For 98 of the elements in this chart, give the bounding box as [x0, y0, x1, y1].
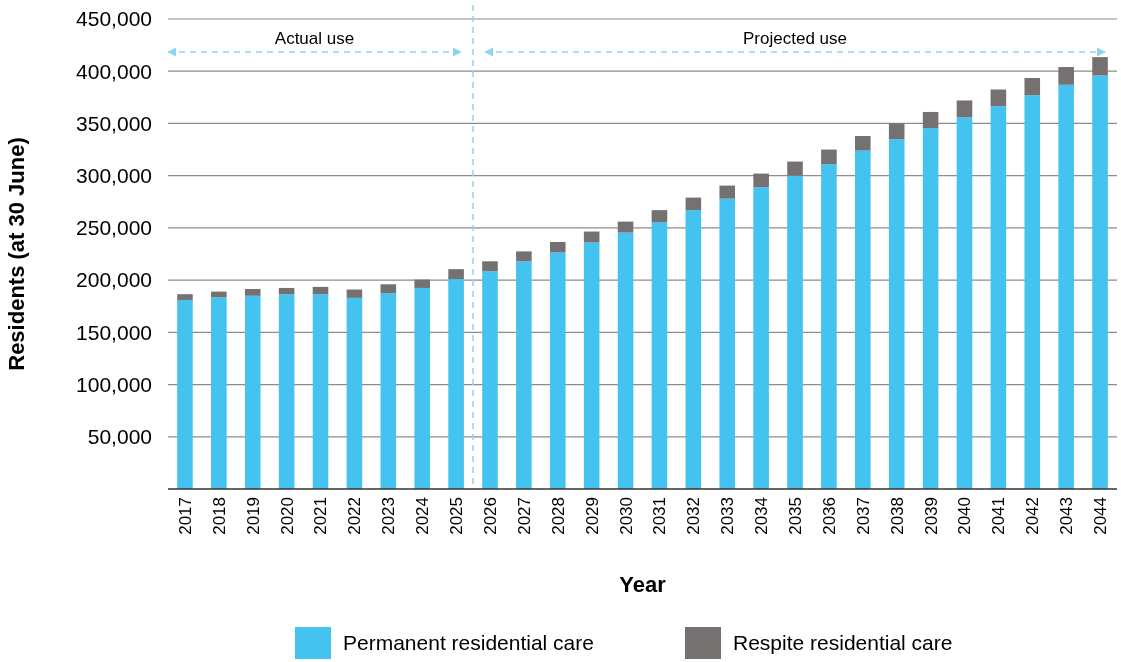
y-tick-label: 350,000 — [76, 111, 152, 135]
bar — [990, 106, 1007, 489]
x-tick-label: 2030 — [616, 497, 636, 535]
x-tick-label: 2025 — [447, 497, 467, 535]
bar — [888, 139, 905, 489]
bar — [414, 279, 430, 288]
bar — [719, 185, 736, 199]
bar — [1092, 57, 1108, 76]
y-tick-label: 400,000 — [76, 59, 152, 83]
bar — [855, 135, 871, 151]
bar — [753, 187, 769, 489]
x-tick-label: 2043 — [1057, 497, 1077, 535]
bar — [516, 251, 532, 262]
x-tick-label: 2035 — [785, 497, 805, 535]
x-tick-label: 2017 — [175, 497, 195, 535]
bar — [278, 294, 295, 489]
bar — [516, 261, 532, 489]
bar — [482, 271, 498, 489]
bar — [787, 175, 803, 489]
bar — [990, 89, 1007, 107]
bar — [312, 286, 329, 295]
bar — [888, 123, 905, 140]
x-tick-label: 2032 — [684, 497, 704, 535]
bar — [1058, 67, 1074, 85]
bar — [448, 279, 464, 489]
bar — [685, 197, 702, 211]
x-tick-label: 2039 — [921, 497, 941, 535]
y-tick-label: 250,000 — [76, 216, 152, 240]
bar — [719, 198, 736, 489]
x-tick-label: 2027 — [514, 497, 534, 535]
x-tick-label: 2024 — [413, 497, 433, 535]
y-tick-label: 100,000 — [76, 372, 152, 396]
bar — [244, 295, 261, 489]
bar — [380, 284, 397, 294]
legend-label: Permanent residential care — [343, 631, 594, 655]
bar — [448, 269, 464, 280]
annotation: Actual use — [274, 29, 355, 48]
bar — [177, 299, 193, 489]
x-tick-label: 2028 — [548, 497, 568, 535]
x-tick-label: 2042 — [1023, 497, 1043, 535]
bar — [922, 128, 939, 489]
bar — [617, 232, 634, 489]
x-tick-label: 2034 — [752, 497, 772, 535]
x-tick-label: 2020 — [277, 497, 297, 535]
bar — [1058, 84, 1074, 489]
bar — [821, 149, 837, 165]
x-tick-label: 2038 — [887, 497, 907, 535]
x-tick-label: 2031 — [650, 497, 670, 535]
x-tick-label: 2033 — [718, 497, 738, 535]
bar — [956, 100, 973, 118]
bar — [278, 287, 295, 295]
x-tick-label: 2036 — [819, 497, 839, 535]
y-tick-label: 450,000 — [76, 7, 152, 31]
bar — [244, 288, 261, 296]
bar — [482, 261, 498, 272]
bar — [312, 294, 329, 489]
bar — [549, 241, 566, 253]
x-tick-label: 2022 — [345, 497, 365, 535]
bar — [414, 287, 430, 489]
bar — [211, 297, 227, 489]
bar — [346, 289, 363, 298]
x-tick-label: 2021 — [311, 497, 331, 535]
y-tick-label: 150,000 — [76, 320, 152, 344]
bar — [956, 117, 973, 489]
legend-label: Respite residential care — [733, 631, 953, 655]
x-tick-label: 2018 — [209, 497, 229, 535]
x-tick-label: 2040 — [955, 497, 975, 535]
x-tick-label: 2023 — [379, 497, 399, 535]
x-tick-label: 2019 — [243, 497, 263, 535]
bar — [753, 173, 769, 188]
x-tick-label: 2044 — [1091, 497, 1110, 535]
bar — [1024, 78, 1041, 96]
x-tick-label: 2041 — [989, 497, 1009, 535]
bar — [583, 231, 600, 243]
bar — [617, 221, 634, 233]
bar — [549, 252, 566, 489]
x-tick-label: 2037 — [853, 497, 873, 535]
annotation: Projected use — [743, 29, 847, 48]
bar — [380, 293, 397, 489]
y-tick-label: 50,000 — [87, 425, 152, 449]
bar — [346, 297, 363, 489]
x-tick-label: 2026 — [480, 497, 500, 535]
bar — [922, 111, 939, 129]
bar — [821, 164, 837, 489]
y-tick-label: 300,000 — [76, 164, 152, 188]
bar — [651, 222, 668, 489]
bar — [787, 161, 803, 176]
bar — [1024, 95, 1041, 489]
y-axis-title: Residents (at 30 June) — [4, 137, 29, 371]
bar — [1092, 75, 1108, 489]
bar — [177, 294, 193, 300]
bar — [583, 242, 600, 489]
x-axis-title: Year — [619, 572, 667, 597]
y-tick-label: 200,000 — [76, 268, 152, 292]
bar — [685, 210, 702, 489]
x-tick-label: 2029 — [582, 497, 602, 535]
bar — [855, 150, 871, 489]
bar — [651, 210, 668, 223]
